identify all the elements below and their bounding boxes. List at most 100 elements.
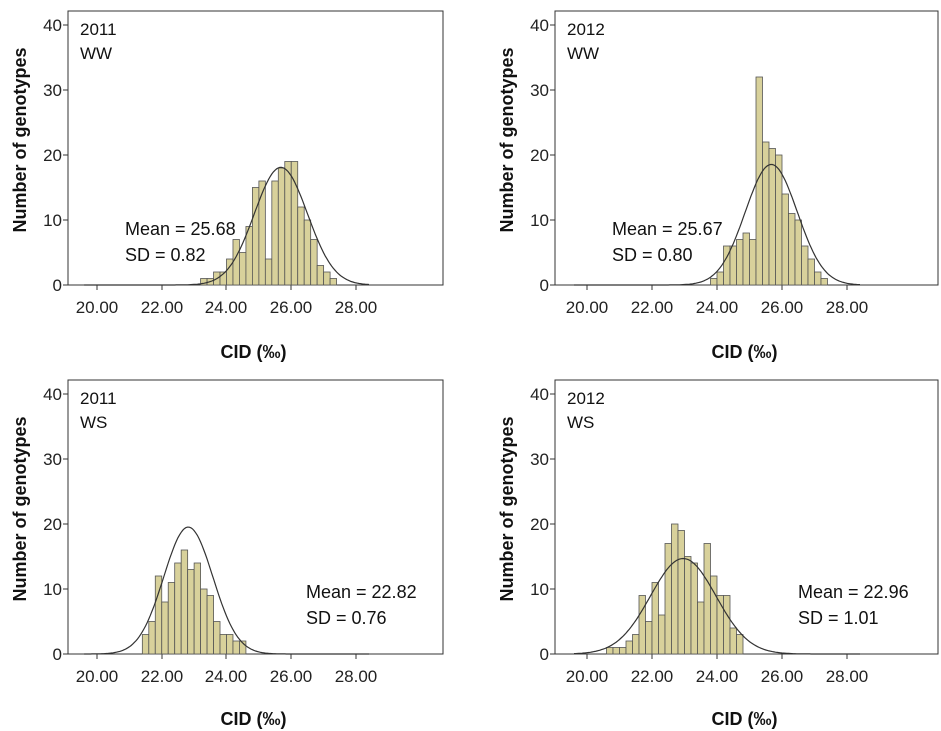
histogram-bar [200,588,208,655]
histogram-bar [297,206,305,286]
normal-curve [84,166,370,286]
histogram-bar [794,219,802,286]
y-axis-title: Number of genotypes [497,416,517,601]
normal-curve [574,557,860,655]
x-tick-label: 26.00 [270,667,313,686]
histogram-bar [187,569,195,655]
y-tick-label: 30 [530,81,549,100]
histogram-bar [213,621,221,655]
histogram-bar [161,601,169,655]
histogram-bar [303,219,312,286]
sd-label: SD = 1.01 [798,608,879,628]
histogram-bar [606,647,614,655]
y-tick-label: 10 [530,211,549,230]
histogram-bar [239,252,247,286]
histogram-bar [729,627,737,655]
histogram-bar [768,148,776,286]
mean-label: Mean = 25.67 [612,219,723,239]
histogram-bar [742,232,750,286]
histogram-bar [290,161,299,286]
y-tick-label: 30 [43,81,62,100]
y-tick-label: 0 [540,645,549,664]
y-tick-label: 0 [53,645,62,664]
x-tick-label: 22.00 [141,667,184,686]
x-tick-label: 28.00 [335,298,378,317]
histogram-bar [258,180,266,286]
x-tick-label: 22.00 [141,298,184,317]
x-axis-title: CID (‰) [221,342,287,362]
histogram-bar [271,180,279,286]
normal-curve [84,526,369,655]
histogram-bar [801,245,809,286]
histogram-bar [807,258,815,286]
x-tick-label: 20.00 [566,667,609,686]
y-tick-label: 20 [530,146,549,165]
histogram-bar [219,634,227,655]
histogram-bar [638,595,646,655]
panel-year-label: 2011 [80,389,117,408]
histogram-bar [264,258,273,286]
histogram-bar [632,634,640,655]
histogram-bar [723,595,731,655]
y-tick-label: 20 [43,146,62,165]
histogram-bar [781,193,789,286]
x-tick-label: 24.00 [696,667,739,686]
histogram-bar [141,634,150,655]
y-tick-label: 30 [530,450,549,469]
histogram-bar [245,226,253,286]
panel-treatment-label: WW [80,44,112,63]
y-tick-label: 0 [53,276,62,295]
x-tick-label: 22.00 [631,667,674,686]
panel-treatment-label: WS [567,413,594,432]
panel-year-label: 2012 [567,20,605,39]
y-tick-label: 10 [43,580,62,599]
mean-label: Mean = 22.82 [306,582,417,602]
histogram-bar [736,634,744,655]
histogram-bar [251,187,260,286]
histogram-bar [729,245,737,286]
histogram-bar [193,562,201,655]
panel-year-label: 2012 [567,389,605,408]
histogram-bar [226,634,234,655]
histogram-bar [716,271,724,286]
histogram-bar [316,265,325,286]
y-tick-label: 20 [43,515,62,534]
histogram-bar [232,640,240,655]
plot-frame [554,379,939,655]
histogram-bar [645,621,653,655]
x-tick-label: 28.00 [335,667,378,686]
x-tick-label: 20.00 [76,298,119,317]
histogram-panel-2011-ws: 0 10 20 30 40 20.00 22.00 24.00 26.00 28.00 2011 WS… [10,379,444,729]
x-tick-label: 20.00 [566,298,609,317]
histogram-bar [664,543,672,655]
histogram-bar [690,562,698,655]
x-tick-label: 26.00 [761,667,804,686]
x-tick-label: 20.00 [76,667,119,686]
x-axis-title: CID (‰) [221,709,287,729]
histogram-bar [180,549,189,655]
y-axis-title: Number of genotypes [497,47,517,232]
histogram-bar [677,530,685,655]
panel-treatment-label: WW [567,44,599,63]
histogram-bar [612,647,620,655]
histogram-bar [651,582,659,655]
histogram-bar [736,239,744,286]
histogram-panel-2012-ww: 0 10 20 30 40 20.00 22.00 24.00 26.00 28.00 2012 WW… [497,10,939,362]
x-tick-label: 28.00 [826,667,869,686]
histogram-bar [277,167,286,286]
x-axis-title: CID (‰) [712,709,778,729]
y-tick-label: 30 [43,450,62,469]
y-tick-label: 10 [530,580,549,599]
histogram-bar [206,595,214,655]
histogram-bar [762,141,770,286]
histogram-bar [684,556,692,655]
y-axis-title: Number of genotypes [10,416,30,601]
histogram-bar [167,582,176,655]
histogram-bar [814,271,822,286]
y-tick-label: 0 [540,276,549,295]
mean-label: Mean = 25.68 [125,219,236,239]
x-tick-label: 22.00 [631,298,674,317]
y-axis-title: Number of genotypes [10,47,30,232]
mean-label: Mean = 22.96 [798,582,909,602]
